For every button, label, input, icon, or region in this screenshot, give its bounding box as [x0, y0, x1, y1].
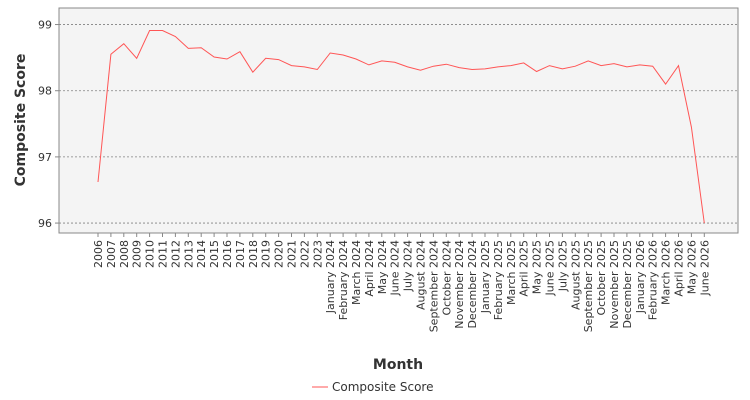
x-tick-label: July 2024: [402, 240, 415, 292]
x-tick-label: March 2025: [505, 240, 518, 305]
x-tick-label: June 2026: [698, 240, 711, 296]
series-line-composite-score: [97, 30, 705, 224]
x-tick-label: 2012: [169, 240, 182, 268]
x-tick-label: August 2024: [415, 240, 428, 310]
x-tick-label: May 2025: [531, 240, 544, 294]
x-tick-label: 2007: [105, 240, 118, 268]
x-tick-label: 2021: [286, 240, 299, 268]
plot-border: [58, 7, 739, 234]
x-tick-label: 2023: [311, 240, 324, 268]
x-tick-label: 2006: [92, 240, 105, 268]
x-tick-label: June 2025: [544, 240, 557, 296]
x-tick-label: 2014: [195, 240, 208, 268]
x-axis-label: Month: [373, 357, 423, 373]
x-tick-label: March 2024: [350, 240, 363, 305]
y-tick-label: 99: [38, 19, 52, 32]
x-tick-label: February 2026: [647, 240, 660, 320]
x-tick-label: 2015: [208, 240, 221, 268]
x-tick-label: April 2025: [518, 240, 531, 297]
x-tick-label: 2011: [157, 240, 170, 268]
legend-label: Composite Score: [332, 380, 433, 394]
x-tick-label: November 2025: [608, 240, 621, 329]
x-tick-label: 2020: [273, 240, 286, 268]
x-tick-label: April 2024: [363, 240, 376, 297]
x-tick-label: July 2025: [556, 240, 569, 292]
y-axis-ticks: 96 97 98 99: [38, 19, 59, 230]
legend: Composite Score: [312, 380, 433, 394]
x-tick-label: 2022: [298, 240, 311, 268]
x-tick-label: January 2026: [634, 240, 647, 314]
x-tick-label: May 2026: [685, 240, 698, 294]
x-axis-ticks: 2006 2007 2008 2009 2010 2011 2012 2013 2014 2015…: [92, 233, 711, 332]
x-tick-label: December 2025: [621, 240, 634, 329]
grid-lines: [59, 24, 738, 224]
x-tick-label: 2019: [260, 240, 273, 268]
y-tick-label: 96: [38, 217, 52, 230]
x-tick-label: September 2025: [582, 240, 595, 332]
x-tick-label: June 2024: [389, 240, 402, 296]
x-tick-label: May 2024: [376, 240, 389, 294]
y-tick-label: 97: [38, 151, 52, 164]
x-tick-label: November 2024: [453, 240, 466, 329]
y-axis-label: Composite Score: [13, 54, 29, 187]
x-tick-label: 2009: [131, 240, 144, 268]
x-tick-label: January 2024: [324, 240, 337, 314]
x-tick-label: 2017: [234, 240, 247, 268]
x-tick-label: December 2024: [466, 240, 479, 329]
x-tick-label: 2018: [247, 240, 260, 268]
x-tick-label: February 2024: [337, 240, 350, 320]
x-tick-label: 2008: [118, 240, 131, 268]
x-tick-label: 2013: [182, 240, 195, 268]
x-tick-label: March 2026: [660, 240, 673, 305]
x-tick-label: September 2024: [427, 240, 440, 332]
x-tick-label: 2010: [144, 240, 157, 268]
x-tick-label: August 2025: [569, 240, 582, 310]
x-tick-label: January 2025: [479, 240, 492, 314]
x-tick-label: February 2025: [492, 240, 505, 320]
plot-area: [59, 8, 738, 233]
x-tick-label: October 2024: [440, 240, 453, 316]
x-tick-label: April 2026: [673, 240, 686, 297]
y-tick-label: 98: [38, 85, 52, 98]
x-tick-label: October 2025: [595, 240, 608, 316]
x-tick-label: 2016: [221, 240, 234, 268]
